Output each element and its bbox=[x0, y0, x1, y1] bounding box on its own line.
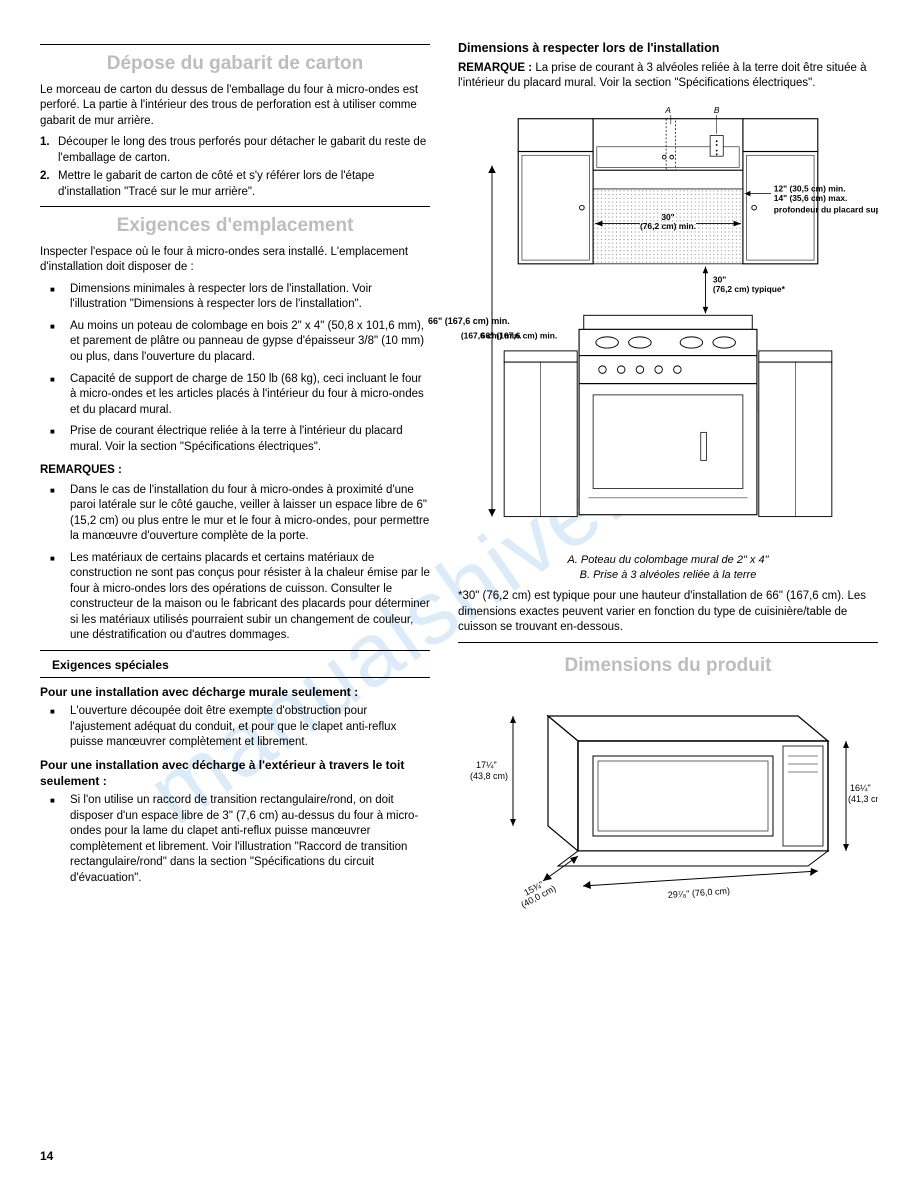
svg-text:profondeur du placard supérieu: profondeur du placard supérieur et du pl… bbox=[774, 204, 878, 214]
bullet-list: Dimensions minimales à respecter lors de… bbox=[40, 282, 430, 455]
caption-b: B. Prise à 3 alvéoles reliée à la terre bbox=[458, 568, 878, 583]
svg-text:A: A bbox=[664, 105, 671, 115]
bullet-icon bbox=[40, 372, 70, 419]
rule bbox=[40, 650, 430, 651]
bullet-text: Capacité de support de charge de 150 lb … bbox=[70, 372, 430, 419]
bullet-icon bbox=[40, 551, 70, 644]
svg-text:17¼": 17¼" bbox=[476, 760, 497, 770]
caption-a: A. Poteau du colombage mural de 2" x 4" bbox=[458, 553, 878, 568]
svg-text:(76,2 cm) typique*: (76,2 cm) typique* bbox=[713, 284, 786, 294]
remarques-label: REMARQUES : bbox=[40, 463, 430, 479]
bullet-text: Au moins un poteau de colombage en bois … bbox=[70, 319, 430, 366]
list-number: 1. bbox=[40, 135, 58, 166]
bullet-text: Dans le cas de l'installation du four à … bbox=[70, 483, 430, 545]
bullet-text: L'ouverture découpée doit être exempte d… bbox=[70, 704, 430, 751]
svg-text:16¼": 16¼" bbox=[850, 783, 871, 793]
step-text: Découper le long des trous perforés pour… bbox=[58, 135, 430, 166]
bullet-icon bbox=[40, 282, 70, 313]
svg-text:66" (167,6 cm) min.: 66" (167,6 cm) min. bbox=[458, 331, 522, 341]
svg-text:(41,3 cm): (41,3 cm) bbox=[848, 794, 878, 804]
page-number: 14 bbox=[40, 1148, 53, 1164]
subhead-special: Exigences spéciales bbox=[52, 657, 430, 673]
svg-text:(43,8 cm): (43,8 cm) bbox=[470, 771, 508, 781]
bullet-icon bbox=[40, 483, 70, 545]
section-title-product-dim: Dimensions du produit bbox=[458, 653, 878, 679]
rule bbox=[40, 44, 430, 45]
rule bbox=[40, 677, 430, 678]
section-title-exigences: Exigences d'emplacement bbox=[40, 213, 430, 239]
svg-text:14" (35,6 cm) max.: 14" (35,6 cm) max. bbox=[774, 193, 848, 203]
bullet-icon bbox=[40, 424, 70, 455]
step-text: Mettre le gabarit de carton de côté et s… bbox=[58, 169, 430, 200]
product-dimensions-diagram: 17¼" (43,8 cm) 16¼" (41,3 cm) 15¾" (40,0… bbox=[458, 686, 878, 962]
footnote-text: *30" (76,2 cm) est typique pour une haut… bbox=[458, 589, 878, 636]
bullet-list-a: L'ouverture découpée doit être exempte d… bbox=[40, 704, 430, 751]
dim-66-label: 66" (167,6 cm) min. bbox=[428, 315, 510, 327]
subhead-toit: Pour une installation avec décharge à l'… bbox=[40, 757, 430, 789]
bullet-icon bbox=[40, 319, 70, 366]
remarque-para: REMARQUE : La prise de courant à 3 alvéo… bbox=[458, 61, 878, 92]
bullet-text: Les matériaux de certains placards et ce… bbox=[70, 551, 430, 644]
bullet-list-b: Si l'on utilise un raccord de transition… bbox=[40, 793, 430, 886]
svg-text:29⁷⁄₈" (76,0 cm): 29⁷⁄₈" (76,0 cm) bbox=[667, 886, 730, 900]
bullet-text: Si l'on utilise un raccord de transition… bbox=[70, 793, 430, 886]
subhead-dimensions-install: Dimensions à respecter lors de l'install… bbox=[458, 40, 878, 57]
bullet-list-remarques: Dans le cas de l'installation du four à … bbox=[40, 483, 430, 644]
svg-text:(76,2 cm) min.: (76,2 cm) min. bbox=[640, 221, 696, 231]
left-column: Dépose du gabarit de carton Le morceau d… bbox=[40, 40, 430, 970]
rule bbox=[458, 642, 878, 643]
figure-caption: A. Poteau du colombage mural de 2" x 4" … bbox=[458, 553, 878, 583]
bullet-text: Prise de courant électrique reliée à la … bbox=[70, 424, 430, 455]
section-title-depose: Dépose du gabarit de carton bbox=[40, 51, 430, 77]
numbered-list: 1.Découper le long des trous perforés po… bbox=[40, 135, 430, 200]
rule bbox=[40, 206, 430, 207]
bullet-text: Dimensions minimales à respecter lors de… bbox=[70, 282, 430, 313]
svg-text:B: B bbox=[714, 105, 720, 115]
bullet-icon bbox=[40, 704, 70, 751]
right-column: Dimensions à respecter lors de l'install… bbox=[458, 40, 878, 970]
intro-para: Le morceau de carton du dessus de l'emba… bbox=[40, 83, 430, 130]
subhead-murale: Pour une installation avec décharge mura… bbox=[40, 684, 430, 700]
bullet-icon bbox=[40, 793, 70, 886]
intro-para: Inspecter l'espace où le four à micro-on… bbox=[40, 245, 430, 276]
remarque-bold: REMARQUE : bbox=[458, 62, 532, 74]
installation-diagram: 66" (167,6 cm) min. 66" (167,6 cm) min. bbox=[458, 100, 878, 546]
list-number: 2. bbox=[40, 169, 58, 200]
